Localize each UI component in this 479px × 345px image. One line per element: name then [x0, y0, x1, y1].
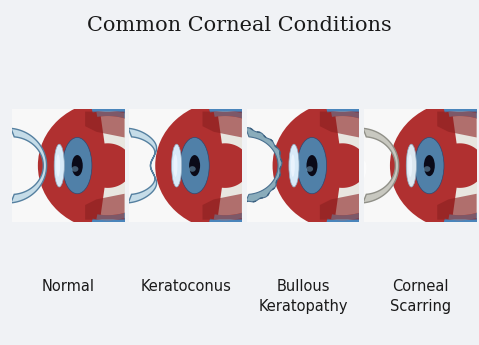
Polygon shape	[320, 111, 359, 137]
Polygon shape	[11, 128, 46, 203]
Ellipse shape	[390, 101, 479, 230]
Polygon shape	[320, 194, 359, 220]
Ellipse shape	[408, 154, 412, 177]
Ellipse shape	[54, 144, 64, 187]
Ellipse shape	[307, 166, 313, 172]
Text: Bullous
Keratopathy: Bullous Keratopathy	[258, 279, 348, 314]
Ellipse shape	[72, 155, 83, 176]
Polygon shape	[448, 111, 479, 220]
Ellipse shape	[72, 166, 79, 172]
Polygon shape	[437, 111, 477, 137]
Polygon shape	[437, 194, 477, 220]
Text: Common Corneal Conditions: Common Corneal Conditions	[87, 16, 392, 34]
Polygon shape	[443, 101, 479, 230]
Ellipse shape	[63, 137, 92, 194]
Ellipse shape	[155, 101, 295, 230]
Polygon shape	[363, 128, 399, 203]
Ellipse shape	[307, 155, 318, 176]
Ellipse shape	[424, 166, 431, 172]
Polygon shape	[453, 116, 479, 215]
Ellipse shape	[180, 137, 209, 194]
Ellipse shape	[189, 166, 196, 172]
Ellipse shape	[273, 101, 412, 230]
Ellipse shape	[297, 137, 327, 194]
Polygon shape	[218, 116, 280, 215]
Polygon shape	[91, 101, 177, 230]
Polygon shape	[128, 128, 157, 203]
Ellipse shape	[189, 155, 200, 176]
Ellipse shape	[38, 101, 177, 230]
Polygon shape	[85, 111, 125, 137]
Polygon shape	[246, 128, 282, 202]
Ellipse shape	[415, 137, 444, 194]
Ellipse shape	[56, 154, 60, 177]
Polygon shape	[331, 111, 402, 220]
Polygon shape	[85, 194, 125, 220]
Text: Normal: Normal	[42, 279, 95, 294]
Polygon shape	[214, 111, 285, 220]
Polygon shape	[208, 101, 294, 230]
Ellipse shape	[406, 144, 416, 187]
Ellipse shape	[289, 144, 299, 187]
Text: Corneal
Scarring: Corneal Scarring	[390, 279, 451, 314]
Ellipse shape	[171, 144, 182, 187]
Ellipse shape	[173, 154, 177, 177]
Polygon shape	[325, 101, 411, 230]
Polygon shape	[101, 116, 163, 215]
Polygon shape	[335, 116, 398, 215]
Text: Keratoconus: Keratoconus	[140, 279, 231, 294]
Ellipse shape	[291, 154, 295, 177]
Ellipse shape	[359, 161, 366, 181]
Polygon shape	[203, 111, 242, 137]
Ellipse shape	[6, 166, 12, 183]
Polygon shape	[96, 111, 168, 220]
Ellipse shape	[424, 155, 435, 176]
Polygon shape	[203, 194, 242, 220]
